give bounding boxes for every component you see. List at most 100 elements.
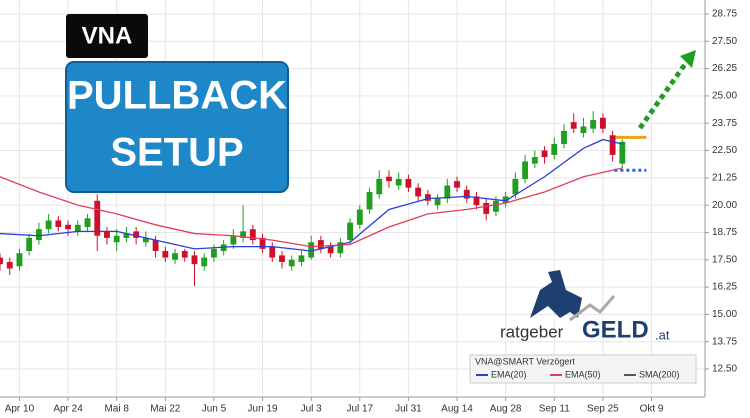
candle-body — [463, 189, 470, 199]
symbol: VNA — [82, 22, 133, 49]
candle-body — [298, 255, 305, 262]
candle-body — [65, 224, 71, 230]
legend-label: EMA(20) — [491, 369, 527, 379]
candle-body — [259, 237, 266, 249]
legend-title: VNA@SMART Verzögert — [475, 356, 575, 366]
candle-body — [502, 196, 509, 203]
headline: PULLBACK — [67, 74, 287, 118]
candle-body — [395, 178, 402, 186]
y-tick-label: 23.75 — [712, 118, 737, 129]
x-tick-label: Mai 22 — [150, 404, 180, 415]
candle-body — [386, 176, 392, 182]
candle-body — [541, 150, 548, 158]
candle-body — [483, 202, 490, 214]
line — [0, 138, 623, 252]
y-tick-label: 18.75 — [712, 227, 737, 238]
x-tick-label: Jun 5 — [202, 404, 227, 415]
candle-body — [337, 242, 344, 254]
arrow — [637, 58, 691, 130]
candle-body — [230, 235, 237, 245]
x-tick-label: Jul 3 — [301, 404, 323, 415]
plot — [0, 111, 647, 286]
candle-body — [26, 237, 33, 252]
candle-body — [561, 130, 567, 144]
candle-body — [6, 261, 13, 269]
candle-body — [181, 251, 188, 258]
candle-body — [424, 194, 431, 201]
candle-body — [473, 196, 480, 206]
x-tick-label: Jul 17 — [346, 404, 373, 415]
candle-body — [376, 178, 383, 195]
candle-body — [531, 157, 538, 164]
candle-body — [434, 198, 441, 206]
y-tick-label: 15.00 — [712, 309, 737, 320]
x-tick-label: Sep 25 — [587, 404, 619, 415]
candle-body — [35, 229, 42, 241]
headline: SETUP — [110, 131, 243, 175]
arrow-head — [680, 50, 696, 68]
legend-label: EMA(50) — [565, 369, 601, 379]
candle-body — [201, 257, 208, 267]
y-tick-label: 17.50 — [712, 254, 737, 265]
legend: EMA(20) EMA(50) SMA(200) — [476, 369, 680, 379]
y-tick-label: 21.25 — [712, 172, 737, 183]
candle-body — [191, 255, 198, 265]
x-tick-label: Apr 10 — [5, 404, 35, 415]
y-tick-label: 26.25 — [712, 63, 737, 74]
candle-body — [580, 126, 587, 134]
candle-body — [444, 185, 451, 199]
y-tick-label: 13.75 — [712, 336, 737, 347]
line — [0, 167, 623, 248]
bull-logo — [530, 270, 582, 318]
candle-body — [84, 218, 91, 227]
x-tick-label: Sep 11 — [539, 404, 570, 415]
candle-body — [94, 200, 101, 236]
candle-body — [211, 248, 217, 258]
y-tick-label: 16.25 — [712, 282, 737, 293]
candle-body — [317, 240, 324, 249]
y-tick-label: 27.50 — [712, 36, 737, 47]
candle-body — [415, 187, 422, 197]
x-tick-label: Okt 9 — [640, 404, 664, 415]
candle-body — [599, 117, 606, 129]
candle-body — [45, 220, 52, 230]
symbol-box — [66, 14, 148, 58]
candle-body — [55, 220, 62, 227]
candle-body — [308, 242, 315, 258]
candle-body — [551, 143, 558, 155]
candle-body — [152, 240, 159, 252]
candle-body — [16, 253, 23, 267]
x-tick-label: Jul 31 — [395, 404, 422, 415]
legend-box — [469, 354, 697, 384]
candle-body — [347, 222, 353, 241]
candle-body — [327, 246, 334, 254]
candle-body — [74, 224, 81, 232]
brand: ratgeber — [500, 322, 564, 341]
candle-body — [590, 119, 597, 129]
y-tick-label: 28.75 — [712, 9, 737, 20]
candle-body — [123, 233, 130, 238]
candle-body — [240, 231, 247, 238]
x-tick-label: Jun 19 — [248, 404, 278, 415]
candle-body — [454, 181, 460, 188]
y-tick-label: 20.00 — [712, 200, 737, 211]
y-tick-label: 25.00 — [712, 91, 737, 102]
headline-box — [65, 61, 289, 193]
candle-body — [104, 231, 110, 238]
brand: .at — [655, 327, 670, 342]
candle-body — [405, 178, 412, 188]
candle-body — [288, 259, 295, 267]
x-tick-label: Aug 14 — [441, 404, 473, 415]
candle-body — [269, 246, 276, 258]
candle-body — [162, 251, 169, 258]
legend-label: SMA(200) — [639, 369, 680, 379]
logo-chart — [569, 295, 616, 322]
candle-body — [522, 161, 529, 179]
candle-body — [570, 122, 577, 129]
candle-body — [133, 231, 140, 238]
candle-body — [356, 209, 363, 225]
brand: GELD — [582, 316, 649, 343]
x-tick-label: Mai 8 — [104, 404, 129, 415]
candle-body — [619, 141, 626, 164]
